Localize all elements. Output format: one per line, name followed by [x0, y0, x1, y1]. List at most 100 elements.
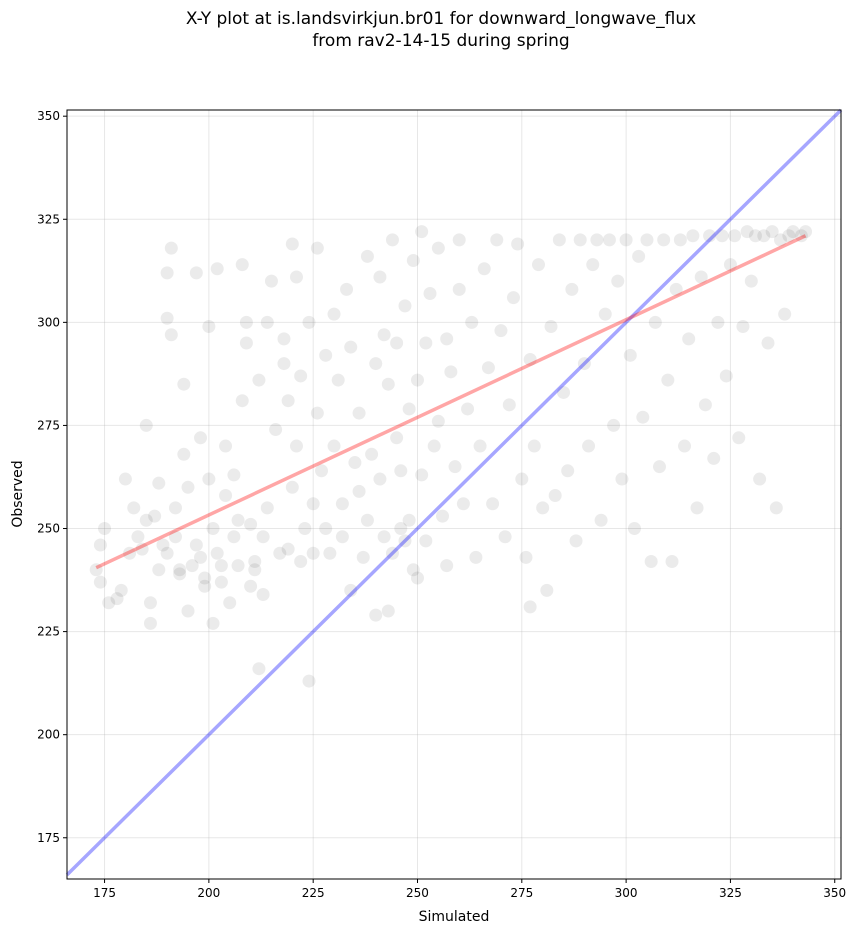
data-point	[598, 307, 612, 321]
fit-lines	[65, 108, 843, 877]
data-point	[469, 550, 483, 564]
data-point	[181, 480, 195, 494]
data-point	[490, 233, 504, 247]
data-point	[360, 513, 374, 527]
data-point	[506, 291, 520, 305]
data-point	[123, 546, 137, 560]
data-point	[477, 262, 491, 276]
data-point	[481, 361, 495, 375]
axis-ticks: 175 200 225 250 275 300 325 350 175 200 225 250 275 3…	[37, 109, 846, 900]
data-point	[565, 282, 579, 296]
data-point	[181, 604, 195, 618]
data-point	[398, 299, 412, 313]
data-point	[523, 352, 537, 366]
data-point	[794, 229, 808, 243]
data-point	[223, 596, 237, 610]
data-point	[461, 402, 475, 416]
data-point	[703, 229, 717, 243]
plot-frame	[66, 109, 842, 880]
data-point	[444, 365, 458, 379]
x-tick-label: 225	[302, 886, 325, 900]
data-point	[239, 315, 253, 329]
data-point	[365, 447, 379, 461]
data-point	[177, 377, 191, 391]
data-point	[452, 282, 466, 296]
data-point	[306, 546, 320, 560]
data-point	[465, 315, 479, 329]
data-point	[406, 563, 420, 577]
data-point	[586, 258, 600, 272]
data-point	[210, 262, 224, 276]
data-point	[256, 587, 270, 601]
data-point	[736, 319, 750, 333]
data-point	[335, 497, 349, 511]
data-point	[252, 373, 266, 387]
data-point	[740, 225, 754, 239]
data-point	[352, 406, 366, 420]
data-point	[164, 241, 178, 255]
data-point	[160, 311, 174, 325]
data-point	[89, 563, 103, 577]
data-point	[294, 555, 308, 569]
chart-title-line1: X-Y plot at is.landsvirkjun.br01 for dow…	[185, 9, 697, 29]
data-point	[652, 460, 666, 474]
data-point	[719, 369, 733, 383]
data-point	[319, 522, 333, 536]
data-point	[573, 233, 587, 247]
data-point	[227, 530, 241, 544]
data-point	[782, 229, 796, 243]
data-point	[231, 513, 245, 527]
x-tick-label: 300	[615, 886, 638, 900]
data-point	[448, 460, 462, 474]
data-point	[327, 439, 341, 453]
data-point	[156, 538, 170, 552]
data-point	[194, 550, 208, 564]
data-point	[419, 534, 433, 548]
data-point	[239, 336, 253, 350]
data-point	[711, 315, 725, 329]
data-point	[285, 237, 299, 251]
data-point	[402, 402, 416, 416]
data-point	[102, 596, 116, 610]
data-point	[310, 406, 324, 420]
data-point	[198, 579, 212, 593]
data-point	[98, 522, 112, 536]
data-point	[323, 546, 337, 560]
data-point	[632, 249, 646, 263]
data-point	[289, 439, 303, 453]
data-point	[143, 596, 157, 610]
data-point	[385, 233, 399, 247]
data-point	[577, 357, 591, 371]
data-point	[402, 513, 416, 527]
data-point	[148, 509, 162, 523]
y-tick-label: 250	[37, 522, 60, 536]
data-point	[302, 315, 316, 329]
data-point	[289, 270, 303, 284]
data-point	[728, 229, 742, 243]
data-point	[602, 233, 616, 247]
chart-title-line2: from rav2-14-15 during spring	[312, 31, 570, 51]
data-point	[623, 348, 637, 362]
data-point	[377, 530, 391, 544]
data-point	[473, 439, 487, 453]
data-point	[248, 555, 262, 569]
data-point	[531, 258, 545, 272]
data-point	[152, 476, 166, 490]
data-point	[423, 286, 437, 300]
data-point	[373, 270, 387, 284]
data-point	[152, 563, 166, 577]
data-point	[139, 513, 153, 527]
data-point	[185, 559, 199, 573]
data-point	[410, 373, 424, 387]
chart-title: X-Y plot at is.landsvirkjun.br01 for dow…	[0, 8, 858, 52]
data-point	[419, 336, 433, 350]
data-point	[352, 484, 366, 498]
x-tick-label: 350	[823, 886, 846, 900]
data-point	[348, 456, 362, 470]
data-point	[527, 439, 541, 453]
data-point	[799, 225, 813, 239]
data-point	[769, 501, 783, 515]
data-point	[214, 559, 228, 573]
data-point	[244, 579, 258, 593]
